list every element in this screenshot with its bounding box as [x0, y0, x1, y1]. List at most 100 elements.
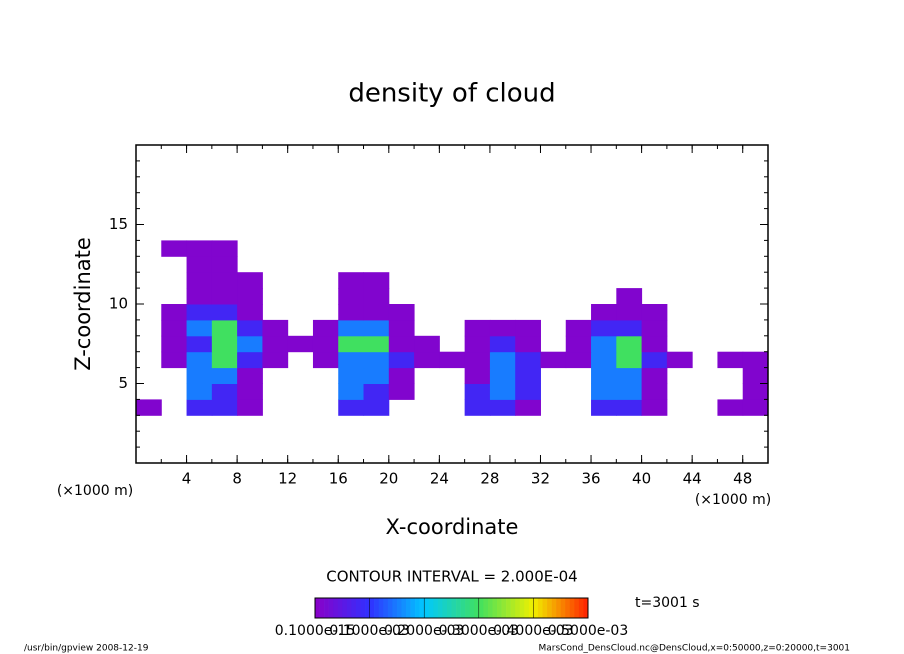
cell — [743, 320, 769, 336]
cell — [641, 304, 668, 321]
colorbar-swatch — [578, 598, 584, 618]
cell — [465, 272, 491, 288]
colorbar-swatch — [497, 598, 502, 618]
cell — [414, 351, 440, 369]
colorbar-swatch — [374, 598, 379, 618]
colorbar-swatch — [324, 598, 329, 618]
cell — [515, 272, 541, 288]
cell — [262, 368, 288, 384]
cell — [667, 240, 693, 256]
colorbar-swatch — [342, 598, 348, 618]
cell — [363, 399, 390, 416]
cell — [388, 304, 415, 321]
cell — [540, 272, 566, 288]
cell — [363, 351, 390, 369]
cell — [540, 336, 566, 352]
cell — [591, 304, 617, 321]
colorbar-swatch — [406, 598, 411, 618]
cell — [515, 383, 541, 400]
colorbar-swatch — [419, 598, 425, 618]
cell — [540, 288, 566, 304]
colorbar-swatch — [337, 598, 343, 618]
cell — [161, 272, 187, 288]
cell — [565, 351, 592, 369]
cell — [211, 335, 238, 353]
cell — [262, 335, 289, 353]
cell — [717, 384, 743, 400]
cell — [616, 288, 643, 305]
cell — [136, 384, 162, 400]
colorbar-swatch — [392, 598, 398, 618]
cell — [439, 368, 465, 384]
cell — [186, 383, 213, 400]
cell — [692, 368, 718, 384]
cell — [363, 272, 390, 289]
cell — [515, 288, 541, 304]
cell — [667, 336, 693, 352]
cell — [338, 367, 365, 384]
cell — [388, 335, 415, 353]
cell — [414, 304, 440, 320]
cell — [363, 319, 390, 337]
cell — [288, 288, 314, 304]
cell — [237, 288, 263, 305]
cell — [136, 336, 162, 352]
cell — [186, 351, 213, 369]
cell — [566, 399, 592, 415]
cell — [237, 319, 263, 337]
chart-title: density of cloud — [348, 79, 555, 109]
cell — [262, 384, 288, 400]
cell — [364, 240, 390, 256]
cell — [161, 304, 188, 321]
colorbar-swatch — [410, 598, 416, 618]
cell — [161, 399, 187, 415]
cell — [515, 335, 541, 353]
cell — [717, 288, 743, 304]
cell — [540, 240, 566, 256]
cell — [414, 256, 440, 272]
colorbar-swatch — [424, 598, 430, 618]
cell — [338, 351, 365, 369]
cell — [388, 367, 415, 384]
cell — [515, 367, 541, 384]
cell — [338, 256, 364, 272]
cell — [616, 240, 642, 256]
cell — [136, 240, 162, 256]
colorbar-tick-label: 0.4000e-03 — [493, 623, 573, 639]
cell — [389, 288, 415, 304]
cell — [363, 304, 390, 321]
colorbar-swatch — [528, 598, 534, 618]
colorbar-swatch — [383, 598, 389, 618]
y-unit: (×1000 m) — [57, 483, 133, 499]
cell — [338, 240, 364, 256]
cell — [464, 383, 491, 400]
colorbar-swatch — [319, 598, 325, 618]
cell — [313, 256, 339, 272]
cell — [312, 319, 339, 337]
colorbar-swatch — [469, 598, 475, 618]
colorbar-swatch — [346, 598, 352, 618]
x-tick-label: 4 — [182, 470, 192, 488]
cell — [288, 304, 314, 320]
cell — [288, 384, 314, 400]
x-tick-label: 24 — [430, 470, 449, 488]
cell — [211, 304, 238, 321]
cell — [186, 319, 213, 337]
cell — [565, 335, 592, 353]
cell — [667, 256, 693, 272]
cell — [717, 368, 743, 384]
colorbar-swatch — [542, 598, 548, 618]
cell — [186, 256, 213, 273]
colorbar-swatch — [574, 598, 580, 618]
colorbar-swatch — [583, 598, 589, 618]
cell — [414, 320, 440, 336]
cell — [591, 351, 617, 369]
cell — [489, 319, 516, 337]
cell — [161, 256, 187, 272]
x-tick-label: 28 — [480, 470, 499, 488]
cell — [237, 399, 263, 416]
cell — [186, 304, 213, 321]
cell — [515, 304, 541, 320]
cell — [338, 335, 365, 353]
contour-note: CONTOUR INTERVAL = 2.000E-04 — [326, 568, 577, 586]
